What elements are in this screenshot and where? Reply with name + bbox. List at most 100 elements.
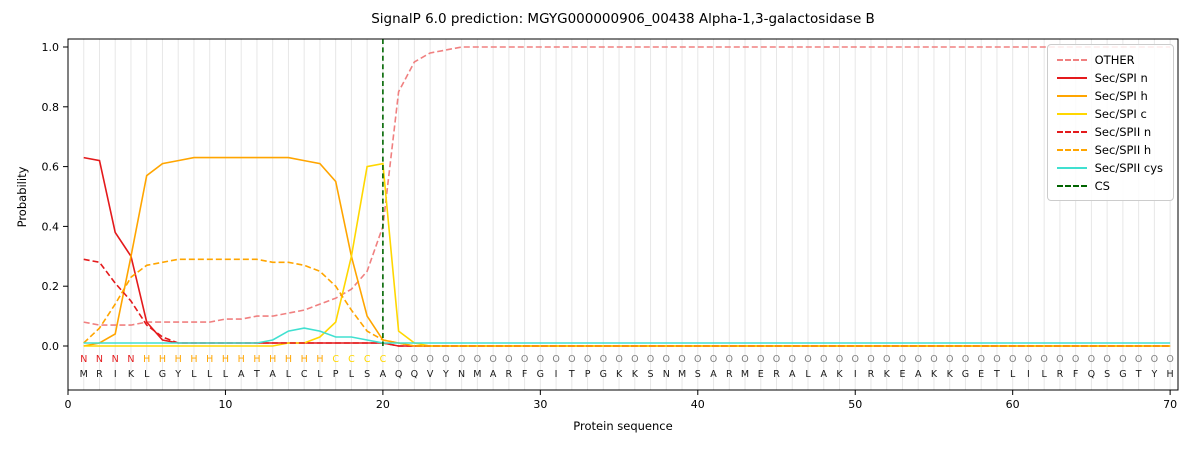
- series-line-sec-spii-h: [83, 258, 1171, 347]
- legend-item-sec-spi-n: Sec/SPI n: [1056, 70, 1163, 85]
- sequence-letter: K: [836, 369, 843, 380]
- region-letter: O: [1009, 354, 1016, 365]
- region-letter: H: [222, 354, 229, 365]
- region-letter: H: [253, 354, 260, 365]
- sequence-letter: A: [789, 369, 796, 380]
- x-tick-label: 60: [1006, 398, 1020, 411]
- x-tick-label: 0: [65, 398, 72, 411]
- y-tick-label: 0.4: [42, 220, 60, 233]
- region-letter: O: [930, 354, 937, 365]
- sequence-letter: Y: [174, 369, 181, 380]
- sequence-letter: L: [1010, 369, 1016, 380]
- y-tick-label: 0.0: [42, 340, 60, 353]
- legend-line-sample-cs: [1056, 184, 1087, 187]
- sequence-letter: L: [144, 369, 150, 380]
- region-letter: O: [710, 354, 717, 365]
- sequence-letter: R: [96, 369, 103, 380]
- legend-line-sample-sec-spii-cys: [1056, 166, 1087, 169]
- sequence-letter: P: [585, 369, 591, 380]
- chart-title: SignalP 6.0 prediction: MGYG000000906_00…: [371, 11, 875, 27]
- sequence-letter: E: [978, 369, 984, 380]
- region-letter: H: [269, 354, 276, 365]
- region-letter: O: [552, 354, 559, 365]
- sequence-letter: A: [380, 369, 387, 380]
- sequence-letter: V: [427, 369, 434, 380]
- sequence-letter: I: [854, 369, 857, 380]
- sequence-letter: T: [253, 369, 260, 380]
- x-tick-label: 50: [848, 398, 862, 411]
- sequence-letter: L: [207, 369, 213, 380]
- legend-line-sample-sec-spii-n: [1056, 130, 1087, 133]
- region-letter: O: [726, 354, 733, 365]
- legend-label-sec-spi-h: Sec/SPI h: [1094, 88, 1148, 103]
- sequence-letter: F: [522, 369, 527, 380]
- region-letter: O: [741, 354, 748, 365]
- region-letter: C: [348, 354, 355, 365]
- axis-ticks: [63, 46, 1171, 395]
- legend-item-sec-spii-cys: Sec/SPII cys: [1056, 160, 1163, 175]
- sequence-letter: G: [600, 369, 607, 380]
- region-letter: O: [584, 354, 591, 365]
- region-letter: N: [112, 354, 119, 365]
- sequence-letter: S: [648, 369, 654, 380]
- region-letter: O: [789, 354, 796, 365]
- region-letter: O: [663, 354, 670, 365]
- sequence-letter: L: [317, 369, 323, 380]
- region-letter: O: [977, 354, 984, 365]
- series-line-other: [83, 46, 1171, 326]
- sequence-letter: L: [805, 369, 811, 380]
- region-letter: O: [694, 354, 701, 365]
- sequence-letter: R: [1057, 369, 1064, 380]
- sequence-letter: F: [1073, 369, 1078, 380]
- region-letter: O: [804, 354, 811, 365]
- region-letter: H: [206, 354, 213, 365]
- region-letter: O: [1025, 354, 1032, 365]
- region-letter: O: [600, 354, 607, 365]
- region-letter: O: [537, 354, 544, 365]
- sequence-letter: K: [632, 369, 639, 380]
- legend-label-sec-spi-n: Sec/SPI n: [1094, 70, 1148, 85]
- sequence-letter: G: [962, 369, 969, 380]
- legend-label-other: OTHER: [1094, 52, 1135, 67]
- sequence-letter: E: [899, 369, 905, 380]
- legend-label-sec-spii-n: Sec/SPII n: [1094, 124, 1152, 139]
- sequence-letter: K: [884, 369, 891, 380]
- sequence-letter: K: [616, 369, 623, 380]
- sequence-letter: S: [364, 369, 370, 380]
- region-letter: O: [867, 354, 874, 365]
- legend-line-sample-other: [1056, 58, 1087, 61]
- sequence-letter: C: [301, 369, 308, 380]
- region-letter: O: [883, 354, 890, 365]
- sequence-letter: A: [490, 369, 497, 380]
- region-letter: O: [631, 354, 638, 365]
- region-letter: C: [380, 354, 387, 365]
- region-letter: O: [521, 354, 528, 365]
- legend-label-sec-spi-c: Sec/SPI c: [1094, 106, 1147, 121]
- legend-label-sec-spii-h: Sec/SPII h: [1094, 142, 1152, 157]
- region-letter: H: [159, 354, 166, 365]
- legend-item-sec-spii-h: Sec/SPII h: [1056, 142, 1163, 157]
- region-letter: O: [647, 354, 654, 365]
- region-letter: O: [1040, 354, 1047, 365]
- sequence-letter: M: [678, 369, 686, 380]
- legend-line-sample-sec-spi-c: [1056, 112, 1087, 115]
- region-letter: O: [458, 354, 465, 365]
- legend-line-sample-sec-spi-n: [1056, 76, 1087, 79]
- region-letter: O: [1056, 354, 1063, 365]
- region-letter: H: [143, 354, 150, 365]
- region-letter: O: [1166, 354, 1173, 365]
- region-letter: H: [316, 354, 323, 365]
- sequence-letter: E: [758, 369, 764, 380]
- legend-line-sample-sec-spii-h: [1056, 148, 1087, 151]
- y-tick-label: 0.8: [42, 101, 60, 114]
- region-letter: O: [757, 354, 764, 365]
- region-letter: O: [946, 354, 953, 365]
- sequence-letter: K: [128, 369, 135, 380]
- sequence-letter: N: [663, 369, 670, 380]
- sequence-letter: Y: [442, 369, 449, 380]
- region-letter: O: [1103, 354, 1110, 365]
- sequence-letter: P: [333, 369, 339, 380]
- sequence-letter: M: [80, 369, 88, 380]
- sequence-letter: K: [947, 369, 954, 380]
